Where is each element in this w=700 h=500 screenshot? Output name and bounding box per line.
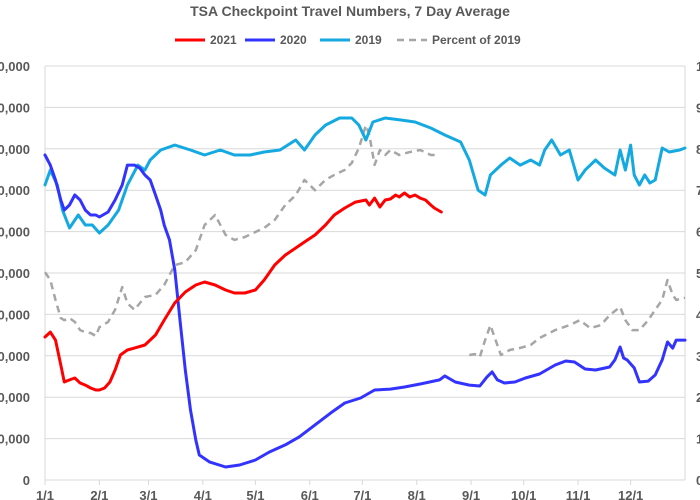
y-tick-label: 1,200,000 [0, 307, 30, 322]
y2-tick-label: 70% [696, 183, 700, 198]
y2-tick-label: 100% [696, 59, 700, 74]
y-axis-right: 0% 10% 20% 30% 40% 50% 60% 70% 80% 90% 100% [696, 59, 700, 488]
chart-title: TSA Checkpoint Travel Numbers, 7 Day Ave… [190, 3, 510, 19]
series-line-2021 [43, 191, 443, 392]
legend-item-percent-of-2019: Percent of 2019 [397, 33, 521, 47]
y2-tick-label: 30% [696, 349, 700, 364]
y-tick-label: 900,000 [0, 349, 30, 364]
series-line-2020 [43, 153, 687, 469]
y-tick-label: 3,000,000 [0, 59, 30, 74]
x-tick-label: 11/1 [566, 488, 591, 500]
x-tick-label: 5/1 [246, 488, 264, 500]
y-tick-label: 2,100,000 [0, 183, 30, 198]
y2-tick-label: 90% [696, 100, 700, 115]
legend-label: 2020 [280, 33, 307, 47]
y2-tick-label: 80% [696, 142, 700, 157]
y2-tick-label: 40% [696, 307, 700, 322]
y2-tick-label: 20% [696, 390, 700, 405]
y-tick-label: 1,500,000 [0, 266, 30, 281]
y-axis-left: 0 300,000 600,000 900,000 1,200,000 1,500,000… [0, 59, 30, 488]
legend-item-2019: 2019 [320, 33, 382, 47]
series-line-percent-of-2019 [43, 123, 440, 338]
legend-label: 2021 [210, 33, 237, 47]
y2-tick-label: 10% [696, 432, 700, 447]
y-tick-label: 2,700,000 [0, 100, 30, 115]
legend-label: Percent of 2019 [432, 33, 521, 47]
x-tick-label: 4/1 [194, 488, 212, 500]
x-tick-label: 1/1 [36, 488, 54, 500]
x-tick-label: 6/1 [301, 488, 319, 500]
y-tick-label: 1,800,000 [0, 225, 30, 240]
gridlines [44, 65, 686, 481]
legend-item-2021: 2021 [175, 33, 237, 47]
series-line-percent-of-2019 [469, 278, 686, 359]
y2-tick-label: 60% [696, 225, 700, 240]
y-tick-label: 600,000 [0, 390, 30, 405]
x-tick-label: 8/1 [408, 488, 426, 500]
x-tick-label: 10/1 [511, 488, 536, 500]
legend-label: 2019 [355, 33, 382, 47]
legend-item-2020: 2020 [245, 33, 307, 47]
x-tick-label: 9/1 [462, 488, 480, 500]
x-axis: 1/1 2/1 3/1 4/1 5/1 6/1 7/1 8/1 9/1 10/1 11/1 12/1 [36, 480, 643, 500]
x-tick-label: 2/1 [90, 488, 108, 500]
legend: 2021 2020 2019 Percent of 2019 [175, 33, 521, 47]
y2-tick-label: 50% [696, 266, 700, 281]
y-tick-label: 300,000 [0, 432, 30, 447]
x-tick-label: 3/1 [139, 488, 157, 500]
series-lines [43, 116, 687, 469]
y2-tick-label: 0% [696, 473, 700, 488]
y-tick-label: 0 [23, 473, 30, 488]
x-tick-label: 12/1 [618, 488, 643, 500]
y-tick-label: 2,400,000 [0, 142, 30, 157]
x-tick-label: 7/1 [353, 488, 371, 500]
series-line-2019 [43, 116, 687, 235]
